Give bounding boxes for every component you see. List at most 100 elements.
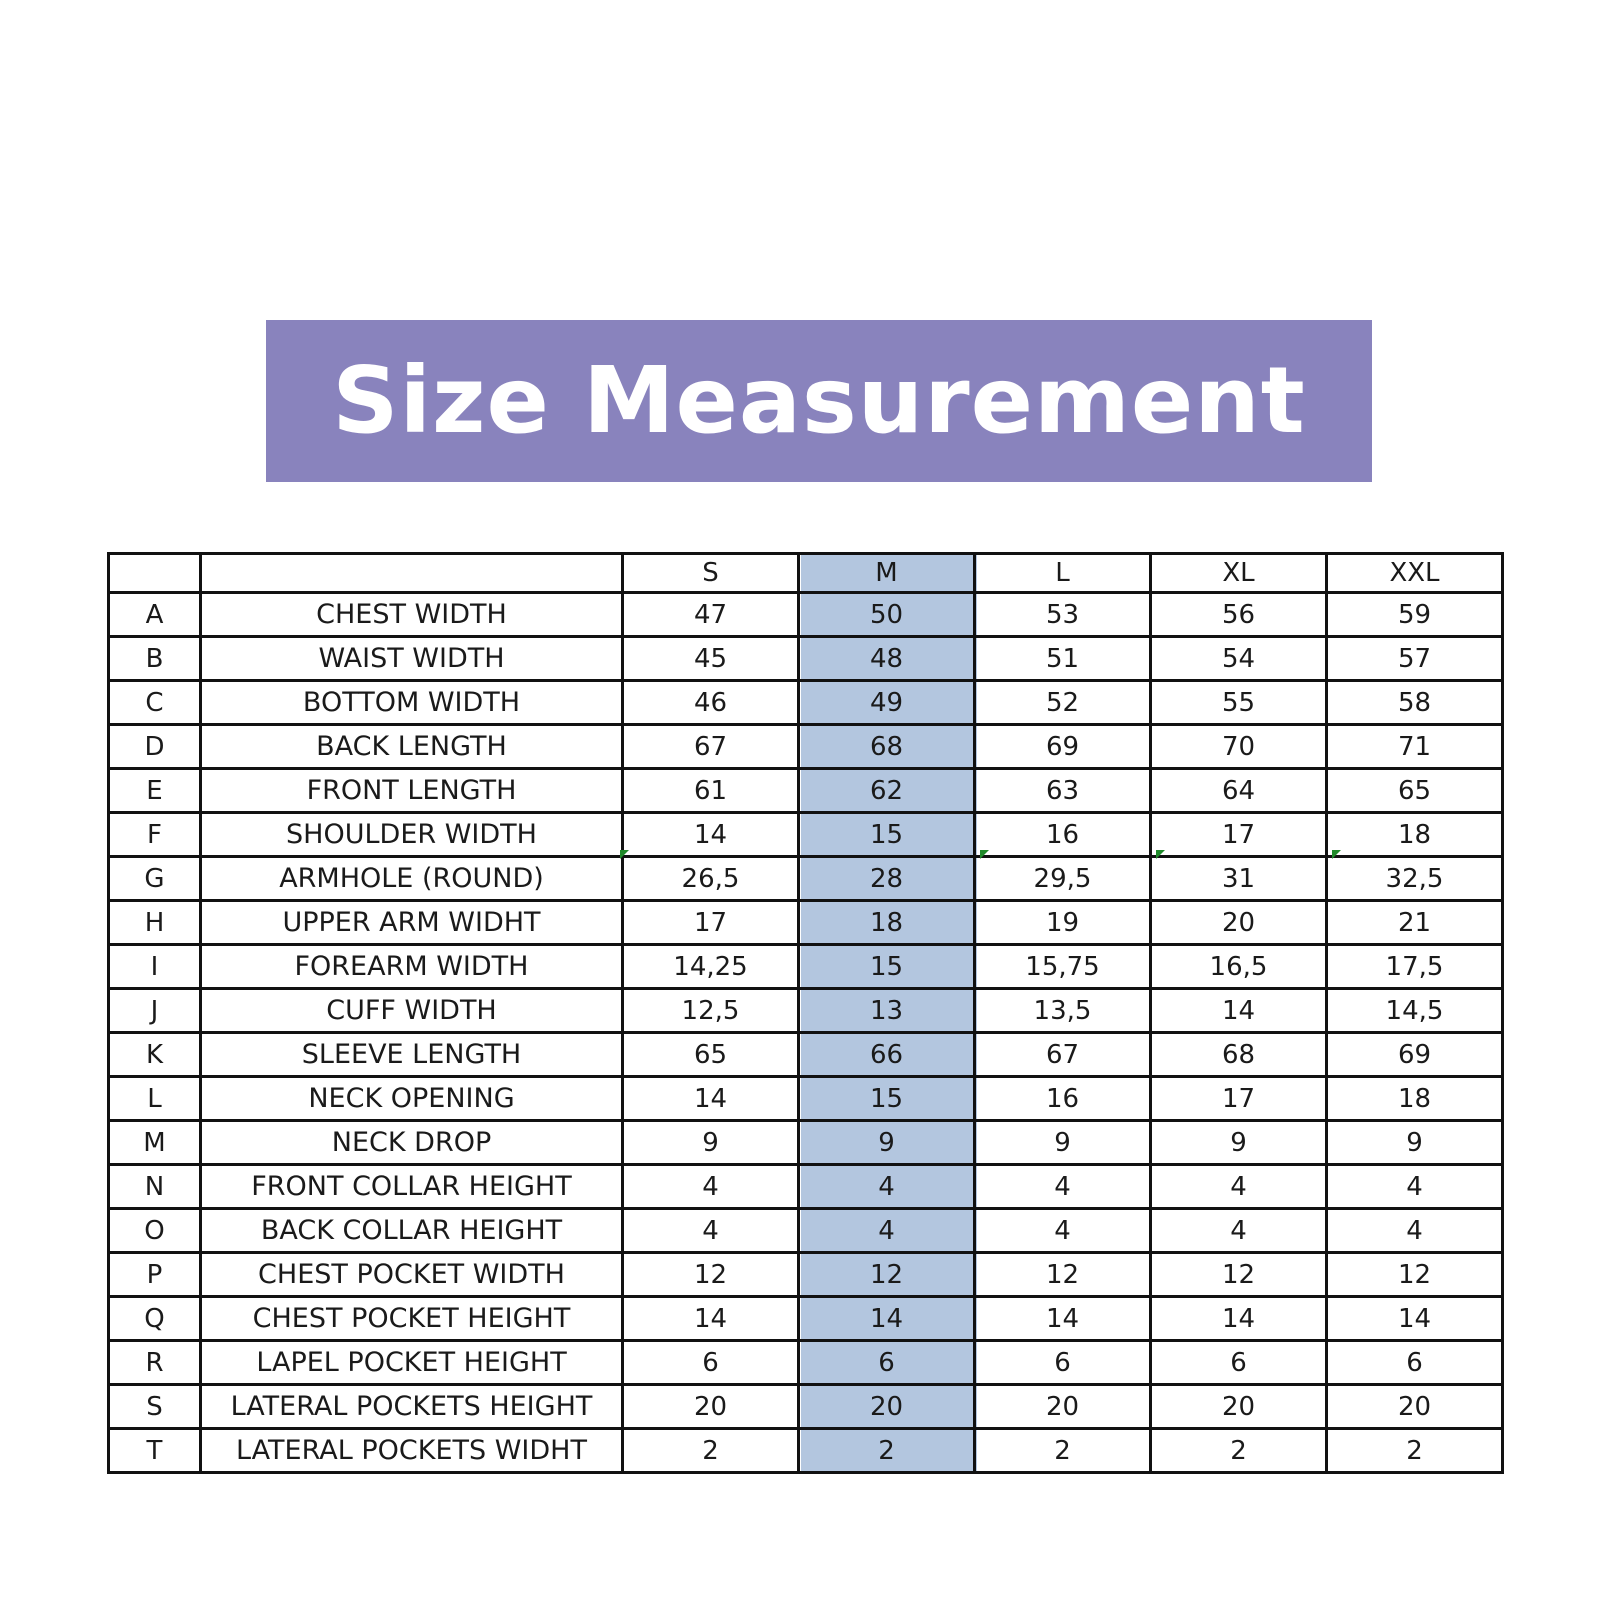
comment-marker-icon: [1332, 850, 1341, 859]
table-header-row: S M L XL XXL: [107, 552, 1504, 594]
measurement-name: UPPER ARM WIDHT: [199, 899, 624, 946]
size-value-l: 51: [973, 635, 1152, 682]
table-row: G ARMHOLE (ROUND) 26,5 28 29,5 31 32,5: [107, 855, 1504, 902]
row-code: J: [107, 987, 202, 1034]
row-code: C: [107, 679, 202, 726]
header-size-l: L: [973, 552, 1152, 594]
row-code: I: [107, 943, 202, 990]
size-value-l: 4: [973, 1207, 1152, 1254]
size-value-xxl: 58: [1325, 679, 1504, 726]
size-value-xxl: 20: [1325, 1383, 1504, 1430]
size-value-s: 4: [621, 1207, 800, 1254]
size-value-s: 12: [621, 1251, 800, 1298]
size-value-xl: 20: [1149, 1383, 1328, 1430]
measurement-name: BACK COLLAR HEIGHT: [199, 1207, 624, 1254]
measurement-name: WAIST WIDTH: [199, 635, 624, 682]
size-value-l: 67: [973, 1031, 1152, 1078]
size-value-xl: 17: [1149, 811, 1328, 858]
table-row: J CUFF WIDTH 12,5 13 13,5 14 14,5: [107, 987, 1504, 1034]
row-code: N: [107, 1163, 202, 1210]
header-code-cell: [107, 552, 202, 594]
size-value-xl: 64: [1149, 767, 1328, 814]
size-value-s: 9: [621, 1119, 800, 1166]
table-body: A CHEST WIDTH 47 50 53 56 59 B WAIST WIDTH 45 48 51…: [107, 591, 1504, 1474]
table-row: Q CHEST POCKET HEIGHT 14 14 14 14 14: [107, 1295, 1504, 1342]
measurement-name: ARMHOLE (ROUND): [199, 855, 624, 902]
measurement-name: BOTTOM WIDTH: [199, 679, 624, 726]
size-value-m: 15: [797, 811, 976, 858]
size-value-l: 52: [973, 679, 1152, 726]
table-row: O BACK COLLAR HEIGHT 4 4 4 4 4: [107, 1207, 1504, 1254]
size-value-xxl: 6: [1325, 1339, 1504, 1386]
size-value-xl: 16,5: [1149, 943, 1328, 990]
size-value-s: 67: [621, 723, 800, 770]
size-value-xl: 17: [1149, 1075, 1328, 1122]
size-value-l: 12: [973, 1251, 1152, 1298]
size-value-l: 9: [973, 1119, 1152, 1166]
size-value-m: 49: [797, 679, 976, 726]
row-code: G: [107, 855, 202, 902]
row-code: P: [107, 1251, 202, 1298]
header-size-s: S: [621, 552, 800, 594]
size-value-l: 29,5: [973, 855, 1152, 902]
size-value-xxl: 9: [1325, 1119, 1504, 1166]
size-value-xxl: 18: [1325, 1075, 1504, 1122]
size-value-xl: 6: [1149, 1339, 1328, 1386]
measurement-name: NECK OPENING: [199, 1075, 624, 1122]
size-value-s: 45: [621, 635, 800, 682]
row-code: F: [107, 811, 202, 858]
size-value-xl: 56: [1149, 591, 1328, 638]
size-value-m: 66: [797, 1031, 976, 1078]
measurement-name: FRONT COLLAR HEIGHT: [199, 1163, 624, 1210]
measurement-name: SLEEVE LENGTH: [199, 1031, 624, 1078]
size-value-s: 61: [621, 767, 800, 814]
size-value-m: 28: [797, 855, 976, 902]
table-row: I FOREARM WIDTH 14,25 15 15,75 16,5 17,5: [107, 943, 1504, 990]
measurement-name: CHEST POCKET WIDTH: [199, 1251, 624, 1298]
size-value-l: 69: [973, 723, 1152, 770]
size-value-l: 53: [973, 591, 1152, 638]
comment-marker-icon: [1156, 850, 1165, 859]
size-value-s: 14: [621, 1295, 800, 1342]
size-value-xxl: 4: [1325, 1207, 1504, 1254]
measurement-name: SHOULDER WIDTH: [199, 811, 624, 858]
size-value-xxl: 32,5: [1325, 855, 1504, 902]
title-banner: Size Measurement: [266, 320, 1372, 482]
size-value-m: 12: [797, 1251, 976, 1298]
size-value-xl: 20: [1149, 899, 1328, 946]
size-value-s: 47: [621, 591, 800, 638]
size-value-xl: 68: [1149, 1031, 1328, 1078]
row-code: L: [107, 1075, 202, 1122]
table-row: P CHEST POCKET WIDTH 12 12 12 12 12: [107, 1251, 1504, 1298]
measurement-name: FRONT LENGTH: [199, 767, 624, 814]
size-value-xl: 4: [1149, 1207, 1328, 1254]
comment-marker-icon: [980, 850, 989, 859]
size-value-xxl: 59: [1325, 591, 1504, 638]
size-value-m: 20: [797, 1383, 976, 1430]
size-value-xxl: 71: [1325, 723, 1504, 770]
size-value-xxl: 57: [1325, 635, 1504, 682]
size-value-l: 63: [973, 767, 1152, 814]
size-value-xl: 4: [1149, 1163, 1328, 1210]
size-value-l: 6: [973, 1339, 1152, 1386]
size-value-l: 14: [973, 1295, 1152, 1342]
size-value-m: 9: [797, 1119, 976, 1166]
header-size-m: M: [797, 552, 976, 594]
table-row: N FRONT COLLAR HEIGHT 4 4 4 4 4: [107, 1163, 1504, 1210]
size-value-xxl: 12: [1325, 1251, 1504, 1298]
size-value-s: 4: [621, 1163, 800, 1210]
measurement-name: LATERAL POCKETS WIDHT: [199, 1427, 624, 1474]
size-value-xl: 14: [1149, 1295, 1328, 1342]
row-code: B: [107, 635, 202, 682]
size-value-s: 6: [621, 1339, 800, 1386]
row-code: M: [107, 1119, 202, 1166]
row-code: H: [107, 899, 202, 946]
table-row: T LATERAL POCKETS WIDHT 2 2 2 2 2: [107, 1427, 1504, 1474]
size-value-xl: 70: [1149, 723, 1328, 770]
measurement-name: CUFF WIDTH: [199, 987, 624, 1034]
row-code: T: [107, 1427, 202, 1474]
size-value-m: 13: [797, 987, 976, 1034]
measurement-name: BACK LENGTH: [199, 723, 624, 770]
measurement-name: LATERAL POCKETS HEIGHT: [199, 1383, 624, 1430]
size-value-xxl: 17,5: [1325, 943, 1504, 990]
